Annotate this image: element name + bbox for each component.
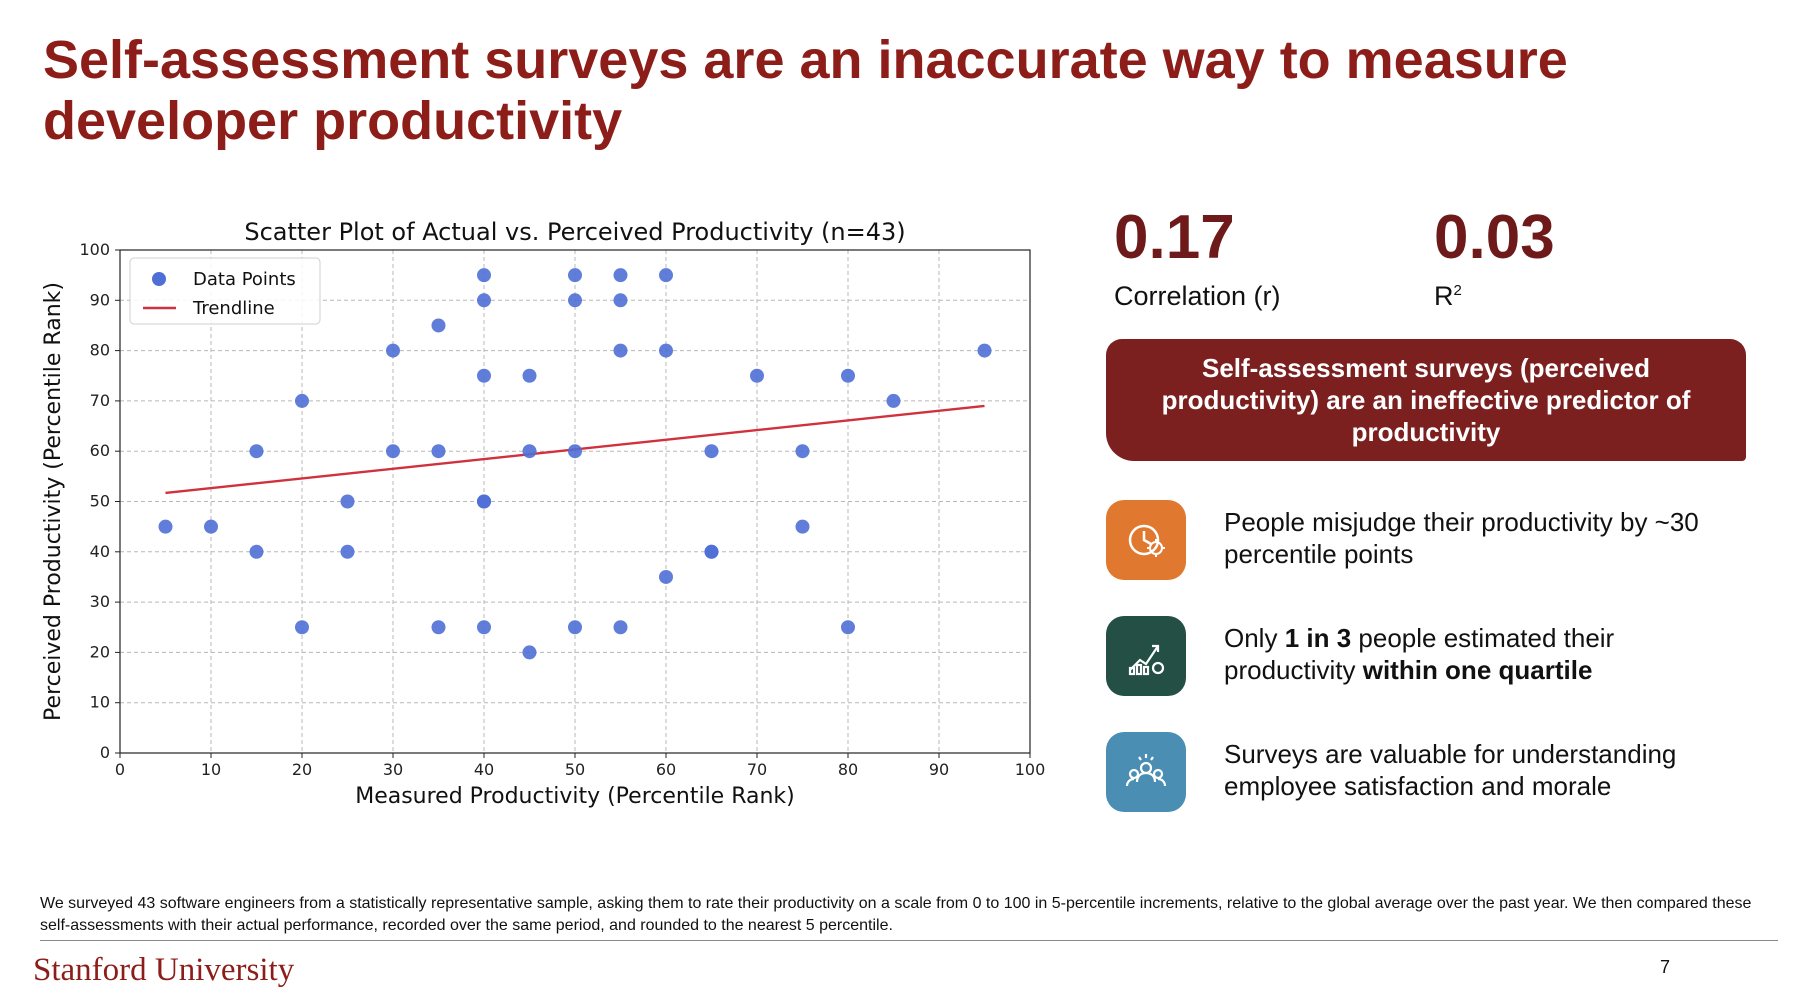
clock-gear-icon [1106,500,1186,580]
bullet-text: People misjudge their productivity by ~3… [1224,507,1699,569]
data-point [522,444,537,459]
x-tick-label: 60 [656,760,676,779]
legend-box [129,257,321,325]
x-tick-label: 70 [747,760,767,779]
bullet-one-in-three: Only 1 in 3 people estimated their produ… [1106,616,1746,696]
data-point [386,444,400,459]
correlation-stat: 0.17 Correlation (r) [1114,205,1281,312]
data-point [841,620,855,635]
data-point [704,544,719,559]
data-point [477,620,491,635]
legend-marker-data-points [152,272,166,286]
data-point [841,368,855,383]
y-tick-label: 20 [90,642,110,661]
x-axis-label: Measured Productivity (Percentile Rank) [355,784,795,809]
data-point [659,343,673,358]
data-point [568,444,582,459]
methodology-footnote: We surveyed 43 software engineers from a… [40,895,1752,934]
x-tick-label: 40 [474,760,494,779]
data-point [522,645,537,660]
correlation-value: 0.17 [1114,203,1235,272]
y-tick-label: 60 [90,441,110,460]
data-point [795,444,810,459]
y-tick-label: 70 [90,391,110,410]
data-point [659,268,673,283]
data-point [340,494,355,509]
data-point [431,620,446,635]
data-point [295,393,309,408]
data-point [477,268,491,283]
chart-title: Scatter Plot of Actual vs. Perceived Pro… [244,218,905,246]
y-axis-label: Perceived Productivity (Percentile Rank) [41,282,66,721]
footer-divider [40,940,1778,941]
x-tick-label: 20 [292,760,312,779]
data-point [477,368,491,383]
slide-title: Self-assessment surveys are an inaccurat… [43,30,1568,151]
data-point [568,293,582,308]
data-point [477,293,491,308]
data-point [977,343,992,358]
r-squared-stat: 0.03 R2 [1434,205,1555,312]
data-point [886,393,901,408]
scatter-chart: 0 10 20 30 40 50 60 70 80 90 100 0 10 20 30 40 50 60 70 80 9… [41,218,1046,809]
bullet-surveys-value: Surveys are valuable for understanding e… [1106,732,1746,812]
key-finding-callout: Self-assessment surveys (perceived produ… [1106,339,1746,461]
x-tick-label: 30 [383,760,403,779]
data-point [295,620,309,635]
data-point [158,519,173,534]
x-tick-label: 10 [201,760,221,779]
x-tick-label: 100 [1015,760,1046,779]
data-point [431,318,446,333]
x-tick-label: 50 [565,760,585,779]
r-squared-label: R2 [1434,281,1462,311]
data-point [522,368,537,383]
x-tick-label: 0 [115,760,125,779]
y-tick-label: 40 [90,542,110,561]
x-tick-label: 80 [838,760,858,779]
y-tick-label: 90 [90,290,110,309]
legend-label-trendline: Trendline [192,298,275,319]
y-tick-label: 80 [90,341,110,360]
data-point [795,519,810,534]
data-point [613,343,628,358]
y-tick-label: 0 [100,743,110,762]
data-point [613,293,628,308]
data-point [249,544,264,559]
data-point [659,569,673,584]
stanford-logo: Stanford University [33,952,295,988]
y-tick-label: 100 [79,240,110,259]
bullet-text: Only 1 in 3 people estimated their produ… [1224,623,1615,685]
data-point [750,368,764,383]
data-point [704,444,719,459]
data-point [568,268,582,283]
bullet-text: Surveys are valuable for understanding e… [1224,739,1677,801]
data-point [204,519,218,534]
correlation-label: Correlation (r) [1114,281,1281,311]
team-icon [1106,732,1186,812]
chart-gear-icon [1106,616,1186,696]
data-point [386,343,400,358]
data-point [477,494,491,509]
y-tick-label: 10 [90,693,110,712]
data-point [249,444,264,459]
legend-label-data-points: Data Points [193,269,296,290]
data-point [431,444,446,459]
bullet-misjudge: People misjudge their productivity by ~3… [1106,500,1746,580]
y-tick-label: 30 [90,592,110,611]
page-number: 7 [1660,957,1671,977]
r-squared-value: 0.03 [1434,203,1555,272]
data-point [340,544,355,559]
data-point [613,620,628,635]
data-point [568,620,582,635]
y-tick-label: 50 [90,492,110,511]
x-tick-label: 90 [929,760,949,779]
data-point [613,268,628,283]
